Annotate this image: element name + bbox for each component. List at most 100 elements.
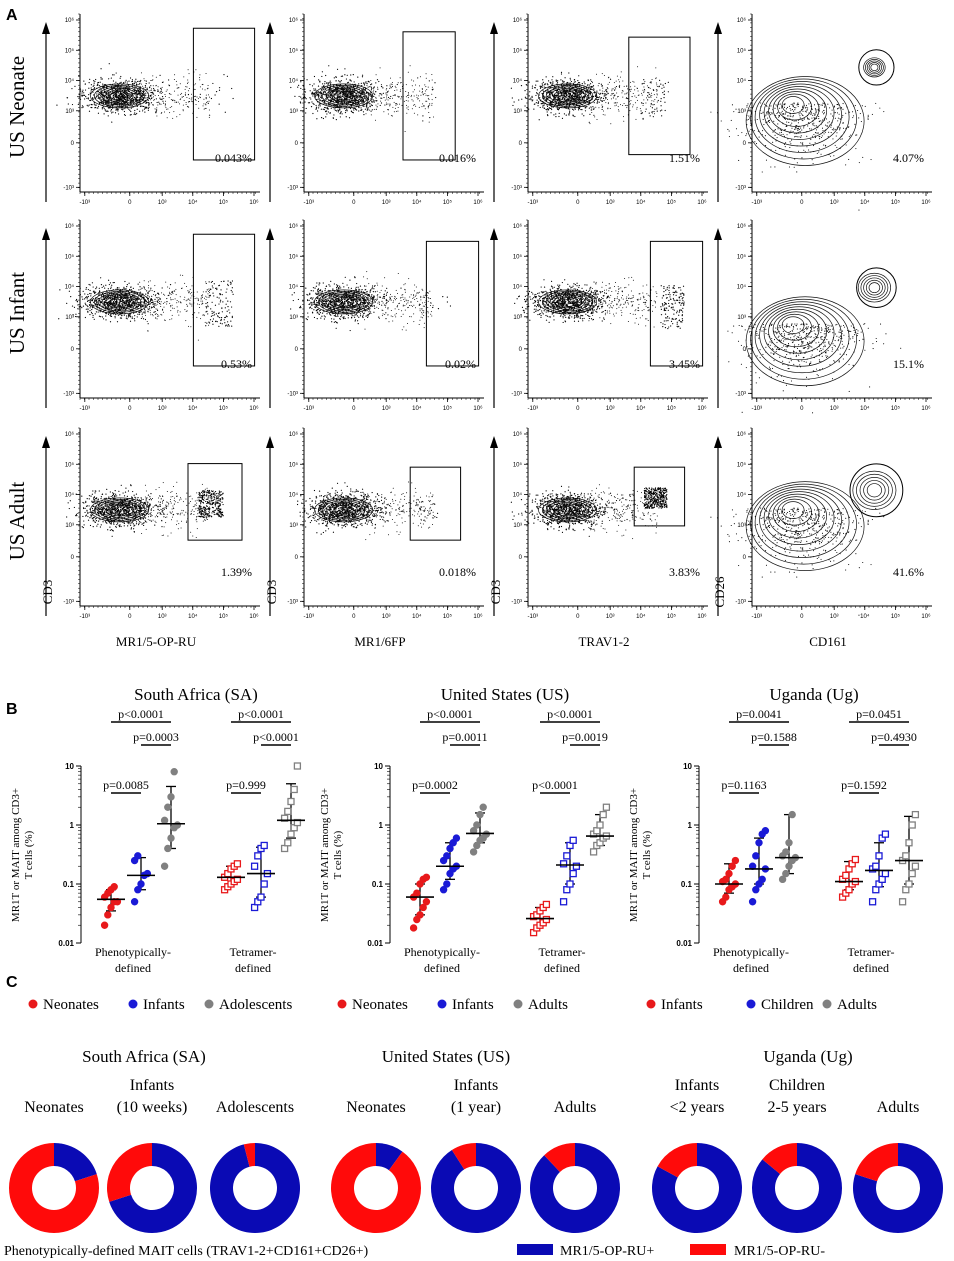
- event-dot: [591, 80, 593, 83]
- event-dot: [630, 100, 632, 102]
- event-dot: [197, 98, 199, 100]
- event-dot: [762, 130, 764, 132]
- event-dot: [118, 103, 121, 105]
- event-dot: [818, 148, 820, 150]
- event-dot: [153, 290, 156, 293]
- event-dot: [636, 99, 638, 101]
- event-dot: [572, 97, 575, 100]
- event-dot: [407, 109, 409, 111]
- event-dot: [102, 94, 104, 97]
- event-dot: [661, 109, 663, 111]
- event-dot: [391, 82, 393, 84]
- event-dot: [808, 128, 811, 130]
- event-dot: [140, 83, 142, 85]
- event-dot: [344, 111, 347, 114]
- event-dot: [154, 99, 156, 101]
- contour-line: [109, 91, 130, 101]
- event-dot: [653, 94, 655, 96]
- event-dot: [141, 95, 143, 97]
- event-dot: [601, 85, 603, 87]
- event-dot: [139, 110, 141, 112]
- event-dot: [154, 310, 156, 313]
- event-dot: [622, 116, 624, 118]
- event-dot: [184, 94, 186, 96]
- event-dot: [363, 90, 365, 92]
- event-dot: [393, 111, 395, 113]
- event-dot: [350, 111, 353, 113]
- event-dot: [792, 110, 795, 112]
- event-dot: [623, 120, 625, 122]
- event-dot: [397, 82, 399, 84]
- event-dot: [353, 81, 355, 83]
- event-dot: [644, 111, 646, 113]
- event-dot: [610, 94, 612, 96]
- event-dot: [777, 123, 779, 125]
- event-dot: [417, 114, 419, 116]
- event-dot: [224, 111, 226, 113]
- event-dot: [367, 107, 369, 109]
- event-dot: [364, 82, 366, 84]
- event-dot: [159, 103, 161, 105]
- event-dot: [130, 103, 132, 105]
- event-dot: [324, 110, 327, 112]
- event-dot: [795, 107, 797, 109]
- event-dot: [188, 73, 190, 75]
- event-dot: [339, 96, 342, 98]
- event-dot: [657, 99, 659, 102]
- event-dot: [654, 99, 656, 101]
- event-dot: [375, 104, 377, 106]
- event-dot: [180, 98, 182, 100]
- event-dot: [144, 308, 146, 310]
- event-dot: [563, 92, 566, 94]
- event-dot: [585, 92, 587, 94]
- event-dot: [397, 110, 399, 112]
- event-dot: [130, 107, 132, 109]
- event-dot: [89, 313, 91, 316]
- event-dot: [389, 77, 391, 79]
- event-dot: [210, 97, 213, 100]
- event-dot: [766, 121, 768, 123]
- event-dot: [340, 75, 342, 77]
- event-dot: [391, 87, 393, 89]
- event-dot: [343, 93, 345, 96]
- event-dot: [652, 116, 654, 118]
- gate-percentage: 4.07%: [893, 151, 924, 165]
- event-dot: [593, 88, 595, 90]
- event-dot: [571, 95, 573, 98]
- event-dot: [109, 105, 111, 107]
- event-dot: [605, 90, 608, 92]
- event-dot: [321, 75, 323, 78]
- event-dot: [754, 141, 756, 143]
- event-dot: [761, 171, 763, 173]
- event-dot: [325, 98, 327, 101]
- event-dot: [656, 89, 658, 91]
- event-dot: [182, 104, 184, 106]
- event-dot: [775, 140, 777, 142]
- x-tick-label: 10⁴: [188, 405, 198, 412]
- event-dot: [313, 103, 315, 105]
- event-dot: [781, 130, 783, 132]
- event-dot: [786, 121, 788, 123]
- event-dot: [590, 94, 592, 96]
- event-dot: [811, 117, 813, 119]
- event-dot: [145, 102, 147, 105]
- event-dot: [128, 282, 130, 284]
- event-dot: [105, 102, 107, 105]
- event-dot: [107, 99, 109, 102]
- event-dot: [855, 148, 857, 150]
- event-dot: [852, 111, 854, 113]
- event-dot: [655, 77, 657, 79]
- event-dot: [845, 164, 847, 166]
- event-dot: [119, 105, 121, 107]
- event-dot: [568, 72, 570, 74]
- event-dot: [313, 93, 315, 95]
- event-dot: [601, 100, 603, 102]
- event-dot: [226, 75, 229, 77]
- event-dot: [101, 107, 103, 109]
- event-dot: [157, 86, 159, 88]
- event-dot: [808, 149, 810, 151]
- event-dot: [373, 89, 375, 91]
- event-dot: [128, 80, 130, 82]
- event-dot: [81, 296, 83, 298]
- event-dot: [317, 90, 319, 92]
